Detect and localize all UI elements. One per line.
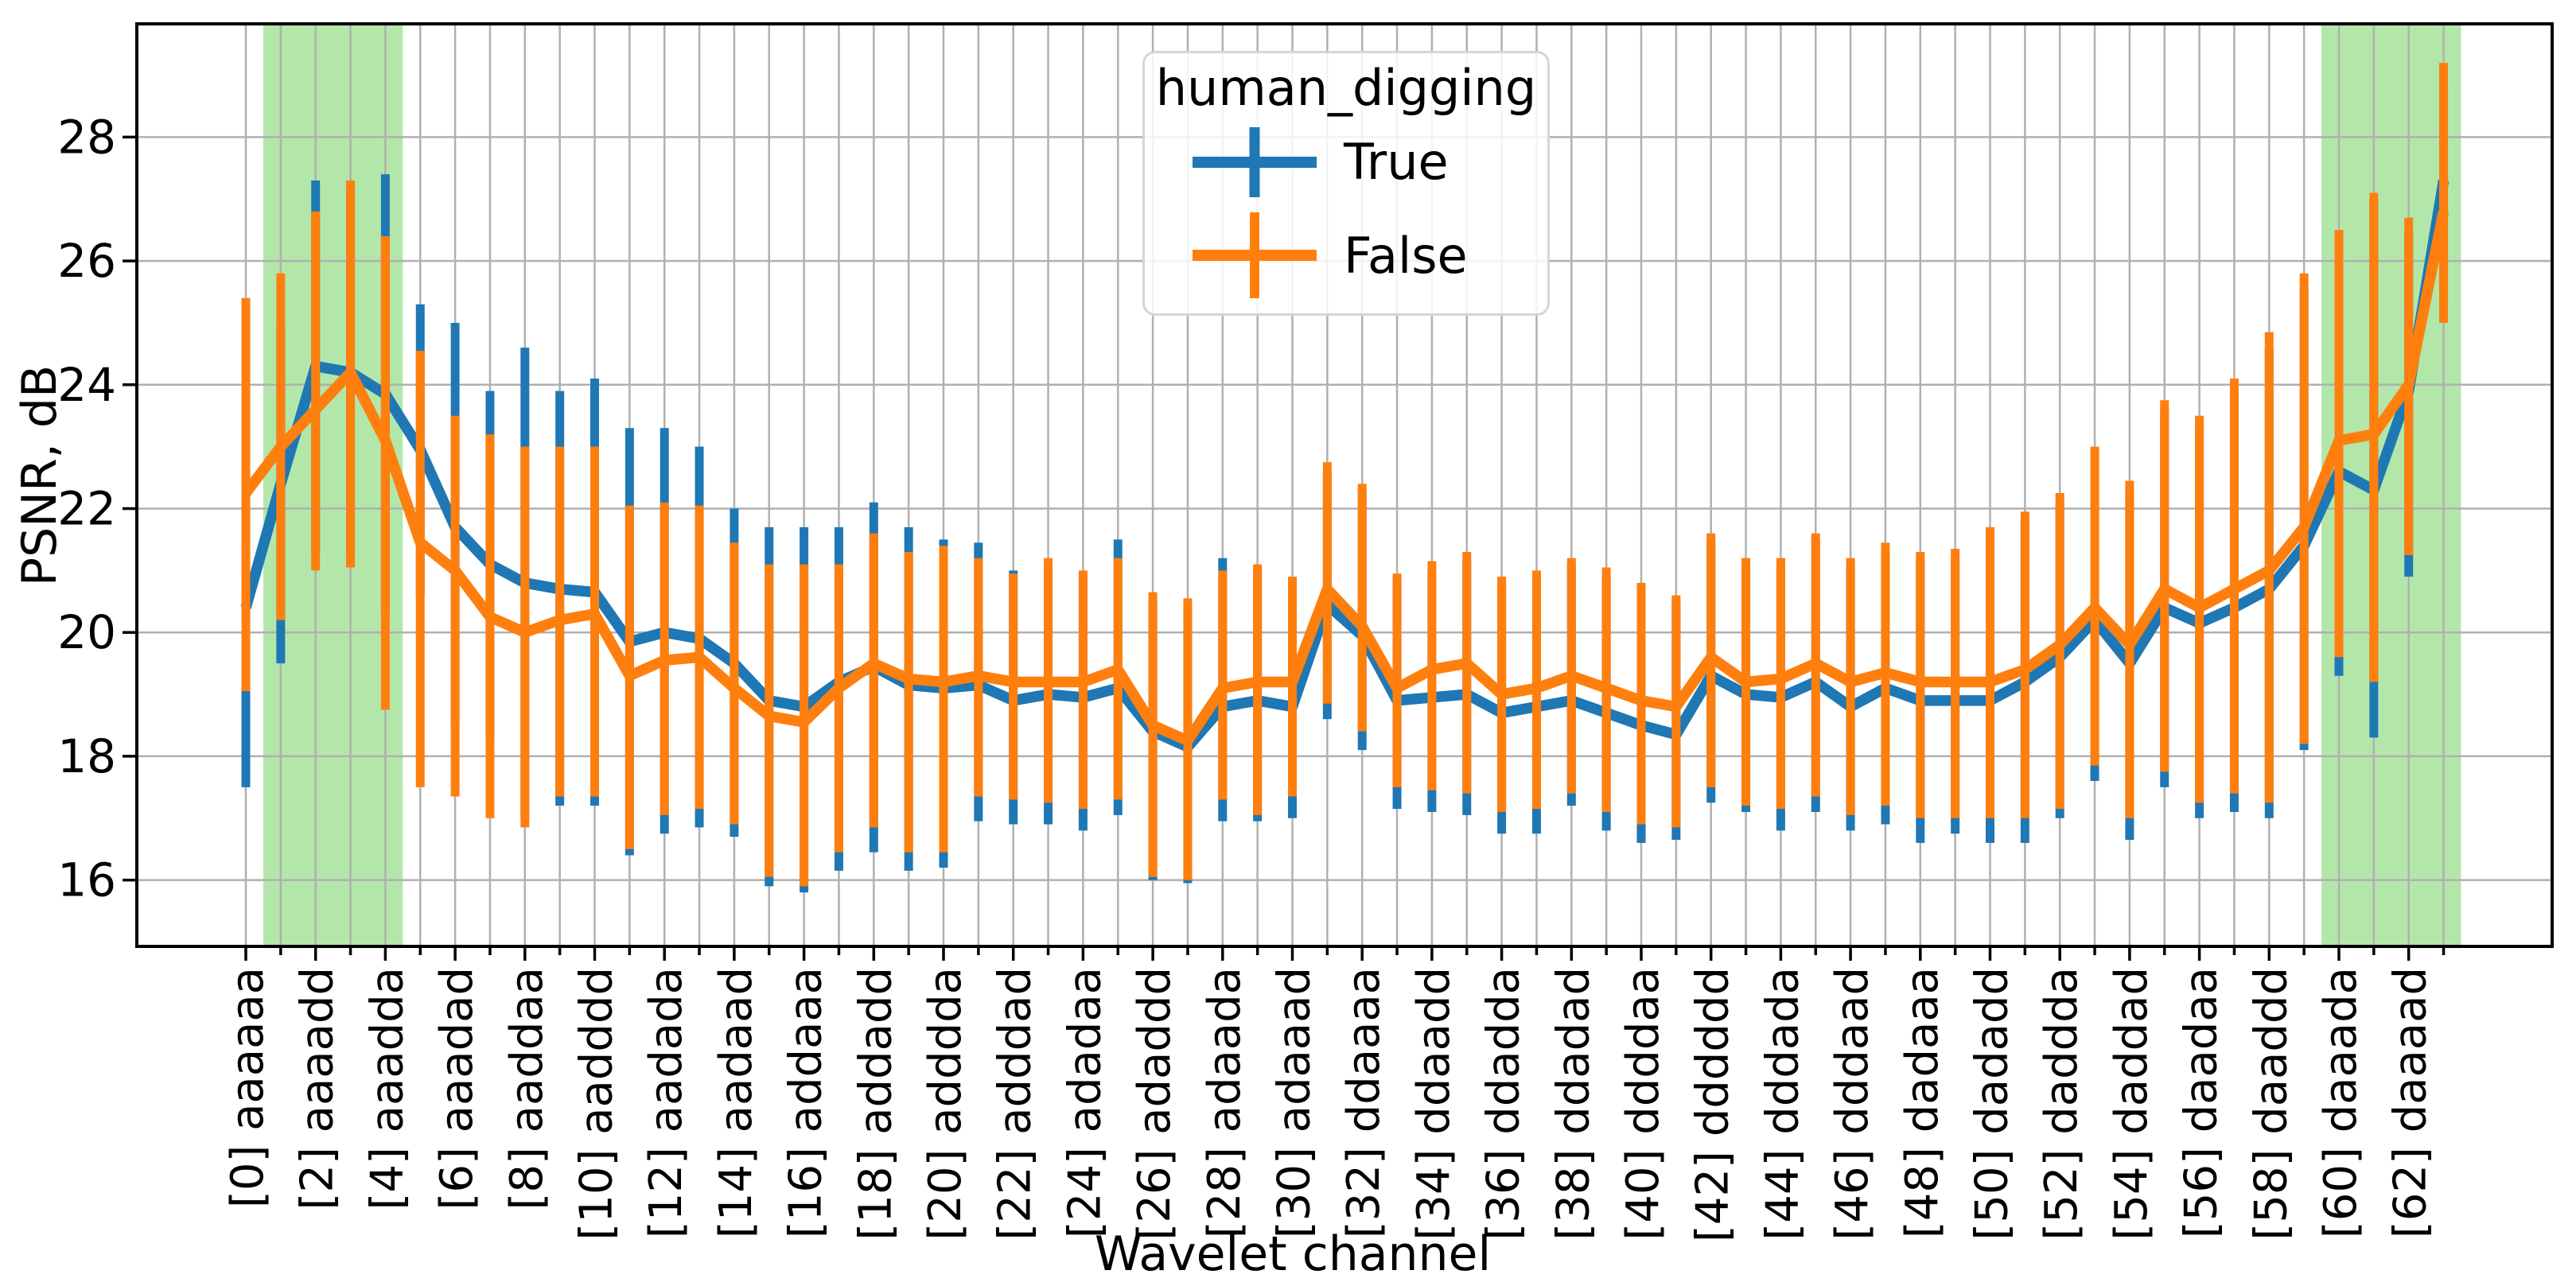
y-tick-label: 22 <box>57 482 116 536</box>
x-tick-label: [6] aaadad <box>431 967 483 1210</box>
y-axis-label: PSNR, dB <box>12 364 68 587</box>
x-tick-label: [38] ddadad <box>1547 967 1599 1241</box>
x-tick-label: [26] adaddd <box>1129 967 1181 1241</box>
x-tick-label: [0] aaaaaa <box>222 967 274 1208</box>
x-tick-label: [42] dddddd <box>1687 967 1739 1242</box>
legend-label-false: False <box>1344 226 1468 285</box>
y-tick-label: 28 <box>57 110 116 164</box>
x-tick-labels: [0] aaaaaa [2] aaaadd [4] aaadda [6] aaadad… <box>222 967 2437 1242</box>
x-tick-label: [56] daadaa <box>2176 967 2228 1238</box>
x-tick-label: [40] ddddaa <box>1617 967 1669 1241</box>
y-tick-label: 16 <box>57 853 116 907</box>
legend-item-true: True <box>1145 115 1547 208</box>
x-tick-label: [8] aaddaa <box>501 967 553 1210</box>
mean-line-false <box>241 210 2450 747</box>
x-tick-label: [24] adadaa <box>1059 967 1111 1238</box>
errorbar-icon-true <box>1193 126 1317 197</box>
x-tick-label: [50] dadadd <box>1967 967 2018 1241</box>
x-tick-label: [14] aadaad <box>710 967 762 1238</box>
x-tick-label: [4] aaadda <box>361 967 413 1210</box>
errorbar-icon-false <box>1193 212 1317 299</box>
x-tick-label: [46] dddaad <box>1827 967 1878 1241</box>
x-tick-label: [28] adaada <box>1199 967 1251 1238</box>
y-tick-labels: 16 18 20 22 24 26 28 <box>57 110 116 907</box>
x-tick-label: [16] addaaa <box>780 967 832 1238</box>
x-tick-label: [32] ddaaaa <box>1338 967 1390 1238</box>
x-tick-label: [36] ddadda <box>1478 967 1530 1241</box>
x-tick-label: [34] ddaadd <box>1408 967 1460 1241</box>
x-tick-label: [20] adddda <box>920 967 971 1241</box>
y-ticks <box>123 135 137 882</box>
y-tick-label: 26 <box>57 234 116 288</box>
x-tick-label: [54] daddad <box>2106 967 2158 1241</box>
x-ticks <box>244 946 2446 961</box>
y-tick-label: 18 <box>57 729 116 783</box>
x-tick-label: [2] aaaadd <box>292 967 344 1210</box>
x-tick-label: [12] aadada <box>640 967 692 1238</box>
x-tick-label: [44] dddada <box>1757 967 1808 1241</box>
axes-spines <box>135 22 2554 948</box>
y-tick-label: 24 <box>57 358 116 412</box>
legend: human_digging True False <box>1142 51 1550 316</box>
legend-item-false: False <box>1145 209 1547 302</box>
mean-line-true <box>240 179 2450 752</box>
x-tick-label: [62] daaaad <box>2385 967 2437 1238</box>
x-axis-label: Wavelet channel <box>1094 1226 1492 1282</box>
x-tick-label: [48] dadaaa <box>1897 967 1948 1238</box>
x-tick-label: [18] addadd <box>850 967 901 1241</box>
y-tick-label: 20 <box>57 605 116 659</box>
x-tick-label: [30] adaaad <box>1269 967 1321 1238</box>
x-tick-label: [52] daddda <box>2036 967 2088 1241</box>
x-tick-label: [58] daaddd <box>2245 967 2297 1241</box>
x-tick-label: [60] daaada <box>2315 967 2367 1238</box>
legend-label-true: True <box>1344 133 1449 192</box>
highlight-bands <box>263 24 2461 946</box>
x-tick-label: [10] aadddd <box>571 967 623 1241</box>
x-tick-label: [22] adddad <box>990 967 1041 1241</box>
legend-title: human_digging <box>1155 59 1537 117</box>
